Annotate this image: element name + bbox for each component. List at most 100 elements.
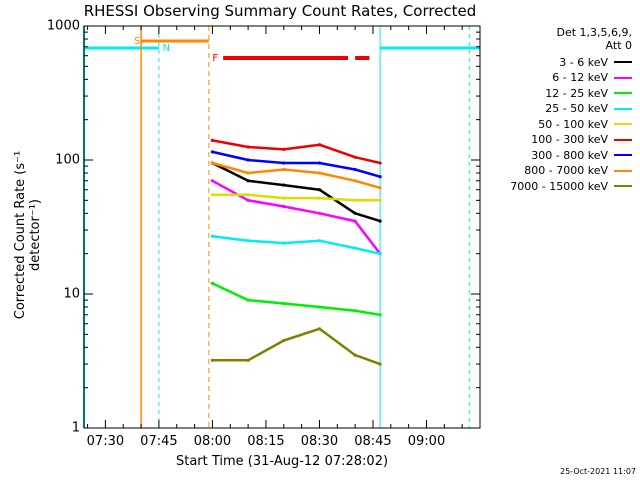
data-point-s3-4 bbox=[317, 305, 322, 309]
legend-swatch bbox=[614, 123, 632, 125]
data-point-s4-2 bbox=[246, 239, 250, 243]
legend-label: 12 - 25 keV bbox=[545, 86, 608, 100]
data-point-s5-6 bbox=[378, 198, 382, 202]
saa-label: S bbox=[134, 36, 140, 47]
x-tick-label-2: 07:45 bbox=[140, 434, 178, 449]
x-tick-label-7: 09:00 bbox=[407, 434, 446, 449]
legend-label: 6 - 12 keV bbox=[552, 71, 608, 84]
data-point-s1-5 bbox=[353, 211, 357, 215]
series-line-1 bbox=[211, 161, 381, 223]
legend-header-line-2: Att 0 bbox=[605, 39, 632, 52]
y-axis-label: Corrected Count Rate (s⁻¹ detector⁻¹) bbox=[13, 150, 43, 320]
data-point-s9-6 bbox=[378, 362, 382, 366]
legend-swatch bbox=[614, 185, 632, 187]
data-point-s8-2 bbox=[246, 171, 250, 175]
data-point-s5-4 bbox=[317, 196, 322, 200]
data-point-s1-2 bbox=[246, 179, 250, 183]
x-tick-label-3: 08:00 bbox=[193, 434, 232, 449]
x-tick-label-1: 07:30 bbox=[86, 434, 125, 449]
legend-swatch bbox=[614, 138, 632, 141]
data-point-s3-2 bbox=[246, 298, 250, 302]
x-axis-label: Start Time (31-Aug-12 07:28:02) bbox=[175, 454, 389, 469]
data-point-s1-3 bbox=[282, 183, 286, 187]
data-point-s6-2 bbox=[246, 145, 250, 149]
data-point-s6-6 bbox=[378, 161, 382, 165]
data-point-s3-5 bbox=[353, 309, 357, 313]
data-point-s7-4 bbox=[317, 161, 322, 165]
legend-entry-7: 300 - 800 keV bbox=[531, 147, 632, 163]
y-tick-label-2: 10 bbox=[63, 286, 80, 302]
x-tick-label-4: 08:15 bbox=[247, 434, 285, 449]
render-timestamp: 25-Oct-2021 11:07 bbox=[560, 467, 636, 476]
data-point-s2-1 bbox=[210, 179, 214, 183]
series-line-2 bbox=[211, 179, 382, 255]
data-point-s8-5 bbox=[353, 179, 357, 183]
data-point-s1-6 bbox=[378, 219, 382, 223]
series-line-4 bbox=[212, 234, 381, 255]
legend-label: 800 - 7000 keV bbox=[524, 164, 608, 177]
data-point-s8-1 bbox=[210, 161, 214, 165]
legend-label: 25 - 50 keV bbox=[545, 102, 608, 115]
legend-entry-8: 800 - 7000 keV bbox=[524, 163, 632, 179]
data-point-s2-4 bbox=[317, 211, 322, 215]
data-point-s8-6 bbox=[378, 186, 382, 190]
legend-label: 3 - 6 keV bbox=[559, 55, 608, 69]
data-point-s6-4 bbox=[317, 143, 322, 147]
y-tick-label-3: 100 bbox=[55, 152, 80, 168]
flare-label: F bbox=[212, 53, 218, 64]
x-tick-label-6: 08:45 bbox=[354, 434, 392, 449]
data-point-s4-4 bbox=[317, 239, 322, 243]
legend-entry-6: 100 - 300 keV bbox=[531, 132, 632, 148]
legend-swatch bbox=[614, 76, 632, 79]
legend-entry-5: 50 - 100 keV bbox=[538, 116, 632, 132]
series-line-8 bbox=[212, 161, 381, 190]
chart-title: RHESSI Observing Summary Count Rates, Co… bbox=[83, 2, 477, 20]
legend-label: 300 - 800 keV bbox=[531, 148, 608, 162]
data-point-s2-5 bbox=[353, 219, 357, 223]
y-tick-label-1: 1 bbox=[71, 420, 80, 436]
data-point-s8-4 bbox=[317, 171, 322, 175]
legend-entry-1: 3 - 6 keV bbox=[559, 54, 632, 70]
data-point-s9-5 bbox=[353, 353, 357, 357]
data-point-s4-6 bbox=[378, 252, 382, 256]
y-tick-label-4: 1000 bbox=[46, 18, 80, 34]
series-line-7 bbox=[212, 150, 381, 178]
data-point-s2-2 bbox=[246, 198, 250, 202]
data-point-s8-3 bbox=[282, 167, 286, 172]
data-point-s7-6 bbox=[378, 175, 382, 179]
data-point-s4-1 bbox=[210, 234, 214, 238]
legend-entry-3: 12 - 25 keV bbox=[545, 85, 632, 101]
data-point-s5-5 bbox=[353, 198, 357, 202]
legend-swatch bbox=[614, 107, 632, 110]
data-point-s3-6 bbox=[378, 313, 382, 317]
legend-swatch bbox=[614, 61, 632, 63]
data-point-s9-1 bbox=[210, 358, 214, 362]
data-point-s7-2 bbox=[246, 158, 250, 162]
night-label: N bbox=[162, 43, 169, 54]
data-point-s6-1 bbox=[210, 138, 214, 142]
legend-entry-9: 7000 - 15000 keV bbox=[510, 178, 632, 194]
data-point-s7-5 bbox=[353, 167, 357, 172]
data-point-s9-3 bbox=[282, 338, 286, 343]
data-point-s4-3 bbox=[282, 241, 286, 245]
legend-entry-4: 25 - 50 keV bbox=[545, 101, 632, 117]
data-point-s6-5 bbox=[353, 155, 357, 159]
legend-label: 50 - 100 keV bbox=[538, 117, 608, 131]
series-line-3 bbox=[211, 282, 381, 317]
data-point-s7-1 bbox=[210, 150, 214, 154]
data-point-s6-3 bbox=[282, 147, 286, 151]
legend-swatch bbox=[614, 169, 632, 172]
series-line-5 bbox=[212, 193, 381, 202]
legend-header-line-1: Det 1,3,5,6,9, bbox=[556, 26, 632, 39]
legend-label: 100 - 300 keV bbox=[531, 133, 608, 146]
legend-swatch bbox=[614, 154, 632, 156]
data-point-s1-4 bbox=[317, 188, 322, 192]
data-point-s9-2 bbox=[246, 358, 250, 362]
plot-frame bbox=[83, 25, 481, 429]
data-point-s5-3 bbox=[282, 196, 286, 200]
series-line-6 bbox=[212, 139, 381, 165]
legend-swatch bbox=[614, 92, 632, 94]
legend-label: 7000 - 15000 keV bbox=[510, 179, 608, 193]
series-line-9 bbox=[212, 327, 381, 366]
